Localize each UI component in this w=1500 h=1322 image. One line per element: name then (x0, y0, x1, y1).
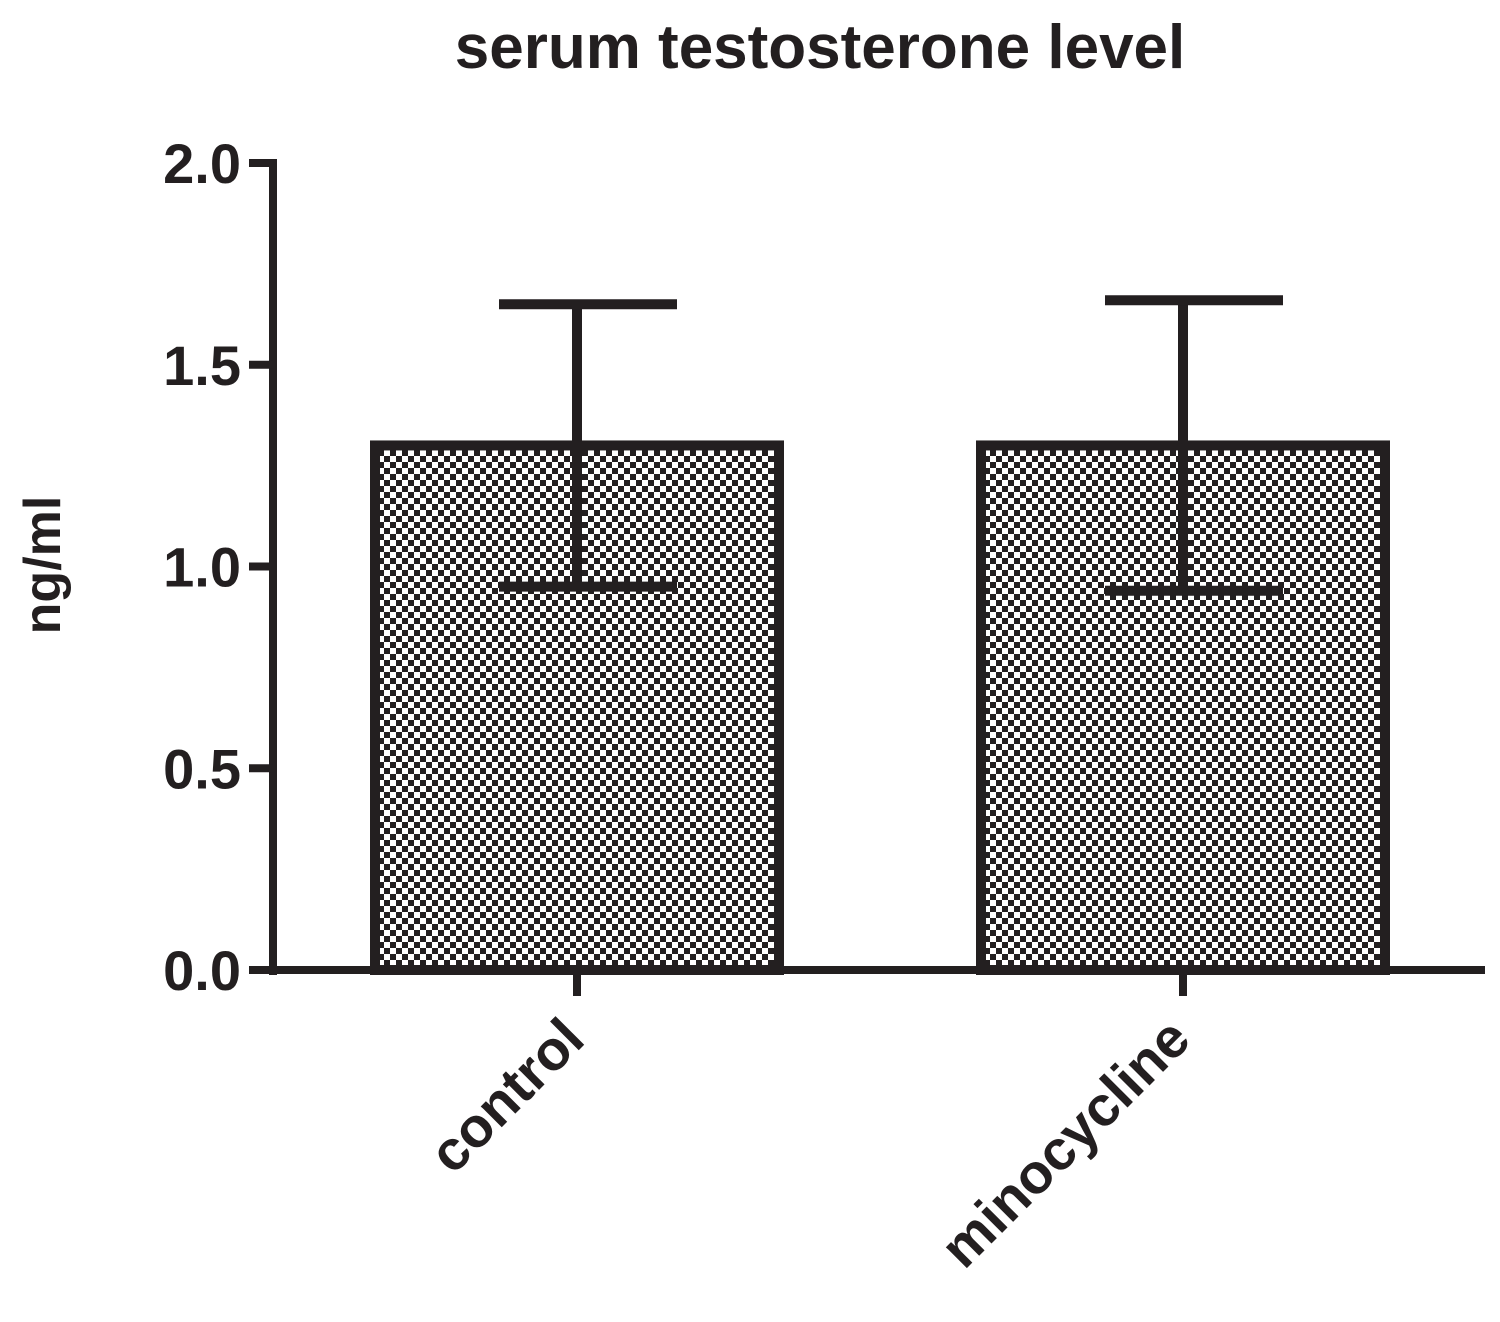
plot-area: 0.0 0.5 1.0 1.5 2.0 control minocycline (163, 132, 1485, 1279)
y-tick-label: 0.5 (163, 737, 241, 800)
y-tick-label: 0.0 (163, 939, 241, 1002)
y-tick-label: 1.5 (163, 334, 241, 397)
chart-title: serum testosterone level (455, 13, 1186, 82)
x-tick-label: control (417, 1006, 596, 1185)
y-axis-label: ng/ml (14, 496, 72, 635)
x-tick-label: minocycline (928, 1006, 1201, 1279)
y-tick-label: 1.0 (163, 536, 241, 599)
y-tick-label: 2.0 (163, 132, 241, 195)
